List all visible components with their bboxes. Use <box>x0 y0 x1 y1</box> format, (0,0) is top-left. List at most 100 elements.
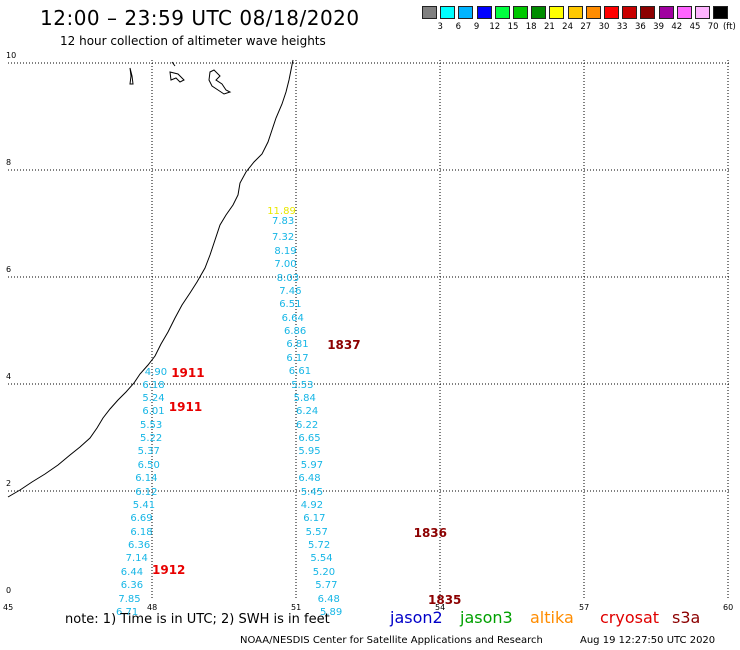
wave-height-value: 6.86 <box>284 326 307 338</box>
wave-height-value: 6.12 <box>135 486 158 498</box>
wave-height-value: 6.71 <box>116 606 139 618</box>
color-swatch <box>476 6 492 19</box>
wave-height-value: 6.17 <box>286 352 309 364</box>
wave-height-value: 5.45 <box>300 486 324 498</box>
wave-height-value: 5.84 <box>293 392 316 404</box>
wave-height-value: 5.37 <box>137 446 160 458</box>
legend-item-jason3: jason3 <box>460 608 513 627</box>
wave-height-value: 11.89 <box>267 205 296 217</box>
wave-height-value: 7.00 <box>274 259 297 271</box>
wave-height-value: 6.14 <box>135 473 158 485</box>
color-swatch <box>695 6 710 19</box>
color-swatch <box>640 6 656 19</box>
x-tick-label: 45 <box>3 603 14 612</box>
generation-timestamp: Aug 19 12:27:50 UTC 2020 <box>580 635 716 646</box>
legend-item-altika: altika <box>530 608 574 627</box>
wave-height-value: 6.24 <box>296 406 319 418</box>
color-scale-label: 15 <box>507 22 519 32</box>
y-tick-label: 6 <box>6 265 12 274</box>
color-swatch <box>713 6 729 19</box>
wave-height-value: 8.03 <box>276 272 300 284</box>
wave-height-value: 5.72 <box>308 540 331 552</box>
wave-height-value: 6.18 <box>130 526 153 538</box>
color-swatch <box>676 6 692 19</box>
wave-height-value: 6.36 <box>120 580 144 592</box>
wave-height-value: 5.53 <box>291 379 314 391</box>
wave-height-value: 5.24 <box>142 392 165 404</box>
color-scale-label: 70 <box>707 22 719 32</box>
wave-height-value: 6.69 <box>130 513 153 525</box>
color-scale-unit: (ft) <box>722 22 736 32</box>
wave-height-value: 6.61 <box>288 366 312 378</box>
wave-height-value: 7.46 <box>279 285 302 297</box>
wave-height-value: 4.90 <box>144 367 168 379</box>
wave-height-value: 7.83 <box>272 216 295 228</box>
map-subtitle: 12 hour collection of altimeter wave hei… <box>60 34 326 48</box>
wave-height-value: 5.54 <box>310 553 333 565</box>
color-swatch <box>658 6 674 19</box>
color-scale-label: 36 <box>634 22 646 32</box>
map-title: 12:00 – 23:59 UTC 08/18/2020 <box>40 6 360 30</box>
legend-item-cryosat: cryosat <box>600 608 660 627</box>
pass-time-label: 1836 <box>413 525 447 540</box>
color-swatch <box>440 6 456 19</box>
color-scale-label: 39 <box>653 22 664 32</box>
color-scale-label: 24 <box>562 22 573 32</box>
credit-text: NOAA/NESDIS Center for Satellite Applica… <box>240 635 543 646</box>
pass-time-label: 1835 <box>428 592 462 607</box>
wave-height-value: 6.17 <box>303 513 326 525</box>
color-scale-label: 45 <box>689 22 701 32</box>
color-swatch <box>585 6 601 19</box>
wave-height-value: 5.57 <box>305 526 328 538</box>
y-tick-label: 8 <box>6 158 12 167</box>
x-tick-label: 48 <box>147 603 158 612</box>
wave-height-value: 5.77 <box>315 580 338 592</box>
wave-height-value: 7.14 <box>125 553 148 565</box>
color-swatch <box>513 6 528 19</box>
pass-time-label: 1912 <box>152 563 186 578</box>
wave-height-value: 6.44 <box>120 566 144 578</box>
wave-height-value: 6.36 <box>128 540 151 552</box>
legend-item-s3a: s3a <box>672 608 701 627</box>
x-tick-label: 51 <box>291 603 302 612</box>
color-scale-label: 27 <box>580 22 592 32</box>
y-tick-label: 2 <box>6 479 12 488</box>
pass-time-label: 1911 <box>171 366 205 381</box>
wave-height-value: 5.22 <box>140 433 163 445</box>
wave-height-value: 5.41 <box>132 499 156 511</box>
wave-height-value: 6.22 <box>296 419 319 431</box>
wave-height-value: 6.18 <box>142 379 165 391</box>
wave-height-value: 4.92 <box>300 499 324 511</box>
legend-item-jason2: jason2 <box>390 608 443 627</box>
arctic-islands <box>129 61 232 95</box>
coastline <box>7 59 294 498</box>
wave-height-value: 6.51 <box>279 299 302 311</box>
wave-height-value: 5.89 <box>320 606 343 618</box>
wave-height-value: 6.65 <box>298 433 321 445</box>
color-swatch <box>458 6 474 19</box>
wave-height-value: 7.85 <box>118 593 141 605</box>
y-tick-label: 4 <box>6 372 12 381</box>
wave-height-value: 8.19 <box>274 245 297 257</box>
wave-height-value: 5.53 <box>140 419 163 431</box>
pass-time-label: 1911 <box>168 400 203 414</box>
color-scale-label: 21 <box>543 22 555 32</box>
color-scale-label: 42 <box>671 22 683 32</box>
y-tick-label: 10 <box>6 51 17 60</box>
color-swatch <box>531 6 547 19</box>
wave-height-value: 6.48 <box>317 593 340 605</box>
y-tick-label: 0 <box>6 586 12 595</box>
wave-height-value: 6.50 <box>137 459 160 471</box>
color-swatch <box>422 6 437 19</box>
wave-height-value: 5.97 <box>300 459 324 471</box>
wave-height-value: 6.01 <box>142 406 165 418</box>
color-swatch <box>567 6 583 19</box>
wave-height-value: 5.20 <box>312 566 336 578</box>
wave-height-value: 5.95 <box>298 446 321 458</box>
color-scale-label: 33 <box>616 22 628 32</box>
x-tick-label: 57 <box>579 603 590 612</box>
wave-height-value: 6.81 <box>286 339 309 351</box>
color-scale-label: 3 <box>437 22 443 32</box>
wave-height-value: 6.48 <box>298 473 321 485</box>
